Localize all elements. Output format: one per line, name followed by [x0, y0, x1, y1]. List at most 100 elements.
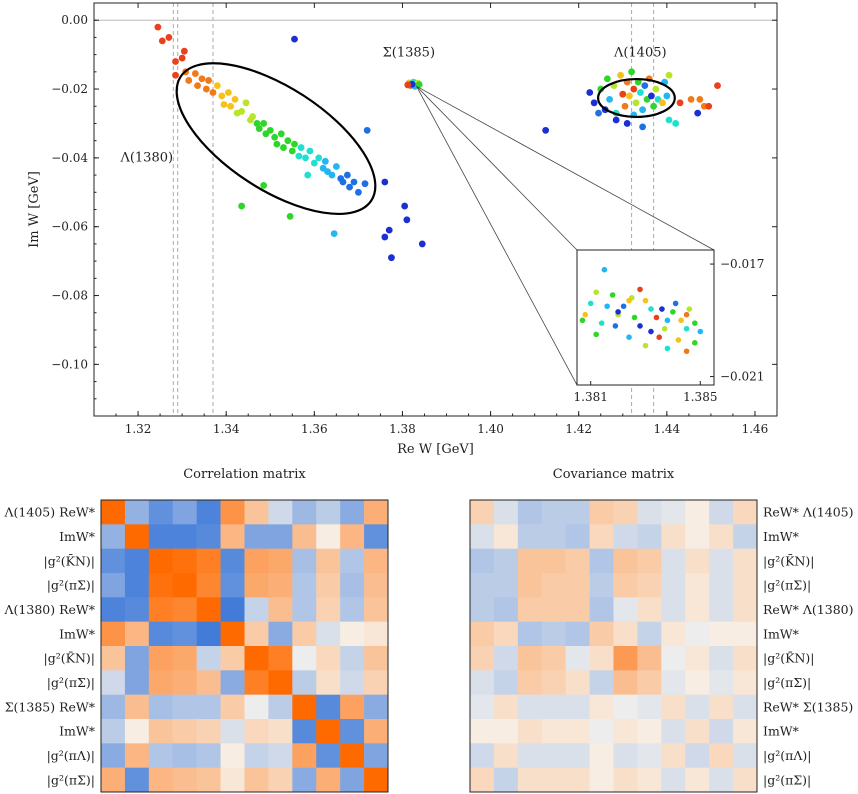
- data-point: [297, 144, 305, 151]
- data-point: [634, 78, 642, 86]
- matrix-cell: [316, 670, 341, 695]
- matrix-cell: [268, 621, 293, 647]
- matrix-cell: [709, 743, 734, 768]
- matrix-cell: [685, 646, 710, 671]
- matrix-cell: [637, 646, 662, 671]
- inset-x-tick-label: 1.385: [683, 390, 717, 404]
- matrix-cell: [364, 646, 389, 671]
- data-point: [291, 140, 298, 148]
- data-point: [639, 123, 647, 131]
- matrix-cell: [565, 573, 590, 598]
- matrix-cell: [340, 524, 365, 549]
- matrix-cell: [709, 646, 734, 671]
- data-point: [191, 70, 199, 77]
- matrix-cell: [196, 670, 221, 695]
- matrix-cell: [220, 597, 245, 622]
- matrix-cell: [709, 573, 734, 598]
- matrix-cell: [613, 670, 638, 695]
- matrix-cell: [613, 646, 638, 671]
- row-label: |g²(K̄N)|: [763, 553, 814, 568]
- matrix-cell: [172, 621, 197, 647]
- matrix-cell: [517, 573, 543, 598]
- matrix-cell: [220, 646, 245, 671]
- matrix-cell: [244, 670, 269, 695]
- matrix-cell: [364, 694, 389, 720]
- correlation-row-labels: Λ(1405) ReW* ImW* |g²(K̄N)| |g²(πΣ)| Λ(1380)…: [4, 505, 96, 788]
- inset-point: [683, 311, 690, 318]
- matrix-cell: [541, 597, 566, 622]
- matrix-cell: [220, 670, 245, 695]
- data-point: [641, 82, 649, 89]
- matrix-cell: [172, 719, 197, 744]
- matrix-cell: [101, 524, 126, 549]
- matrix-cell: [316, 646, 341, 671]
- data-point: [404, 81, 412, 89]
- matrix-cell: [565, 500, 590, 525]
- matrix-cell: [733, 548, 758, 574]
- inset-point: [598, 320, 605, 326]
- matrix-cell: [470, 670, 495, 695]
- matrix-cell: [470, 500, 495, 525]
- matrix-cell: [316, 767, 341, 793]
- row-label: ReW* Σ(1385): [763, 699, 853, 714]
- data-point: [385, 226, 393, 234]
- matrix-cell: [292, 767, 317, 793]
- matrix-cell: [148, 694, 174, 720]
- data-point: [249, 113, 257, 120]
- matrix-cell: [340, 597, 365, 622]
- matrix-cell: [124, 548, 150, 574]
- matrix-cell: [124, 621, 150, 647]
- matrix-cell: [292, 573, 317, 598]
- matrix-cell: [196, 524, 221, 549]
- matrix-cell: [661, 500, 686, 525]
- y-tick-label: −0.10: [51, 357, 88, 371]
- matrix-cell: [268, 767, 293, 793]
- data-point: [672, 120, 680, 127]
- data-point: [286, 212, 294, 220]
- matrix-cell: [196, 743, 221, 768]
- data-point: [330, 230, 338, 237]
- inset-point: [678, 317, 684, 324]
- matrix-cell: [470, 694, 495, 720]
- matrix-cell: [637, 621, 662, 647]
- matrix-cell: [340, 548, 365, 574]
- matrix-cell: [470, 548, 495, 574]
- matrix-cell: [733, 743, 758, 768]
- data-point: [310, 159, 318, 167]
- matrix-cell: [493, 621, 519, 647]
- matrix-cell: [565, 743, 590, 768]
- matrix-cell: [244, 743, 269, 768]
- matrix-cell: [364, 621, 389, 647]
- data-point: [266, 126, 274, 134]
- inset-point: [672, 300, 679, 307]
- matrix-cell: [637, 767, 662, 793]
- data-point: [617, 71, 624, 79]
- matrix-cell: [220, 719, 245, 744]
- matrix-cell: [148, 597, 174, 622]
- data-point: [209, 89, 217, 96]
- matrix-cell: [637, 500, 662, 525]
- matrix-cell: [517, 524, 543, 549]
- matrix-cell: [172, 670, 197, 695]
- matrix-cell: [517, 646, 543, 671]
- matrix-cell: [124, 500, 150, 525]
- data-point: [403, 216, 411, 224]
- inset-point: [697, 328, 704, 335]
- matrix-cell: [565, 621, 590, 647]
- matrix-cell: [589, 767, 614, 793]
- matrix-cell: [589, 524, 614, 549]
- inset-point: [579, 317, 586, 324]
- x-tick-label: 1.32: [125, 422, 152, 436]
- matrix-cell: [685, 719, 710, 744]
- matrix-cell: [124, 694, 150, 720]
- data-point: [306, 147, 314, 155]
- row-label: ImW*: [59, 529, 96, 544]
- matrix-cell: [493, 694, 519, 720]
- matrix-cell: [268, 500, 293, 525]
- matrix-cell: [292, 719, 317, 744]
- row-label: |g²(πΛ)|: [47, 748, 95, 763]
- data-point: [630, 85, 638, 93]
- matrix-cell: [637, 743, 662, 768]
- matrix-cell: [470, 524, 495, 549]
- matrix-cell: [685, 743, 710, 768]
